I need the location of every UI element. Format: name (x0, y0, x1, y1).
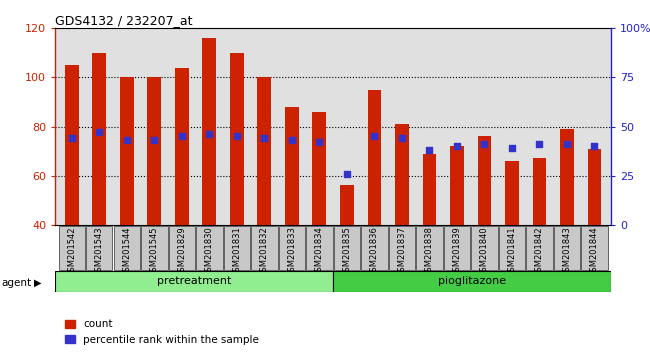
FancyBboxPatch shape (389, 226, 415, 270)
Bar (148, 78, 161, 225)
FancyBboxPatch shape (141, 226, 168, 270)
Text: GSM201830: GSM201830 (205, 226, 214, 277)
Text: GSM201838: GSM201838 (425, 226, 434, 277)
FancyBboxPatch shape (196, 226, 222, 270)
Point (149, 137, 159, 143)
Bar (257, 78, 271, 225)
Text: GSM201835: GSM201835 (343, 226, 352, 277)
FancyBboxPatch shape (251, 226, 278, 270)
Text: agent: agent (1, 278, 31, 288)
Text: GSM201837: GSM201837 (397, 226, 406, 277)
Text: ▶: ▶ (34, 278, 42, 288)
Point (122, 137, 132, 143)
Bar (202, 38, 216, 225)
Text: GSM201829: GSM201829 (177, 226, 187, 277)
Bar (422, 154, 436, 225)
Point (479, 141, 489, 147)
Bar (505, 161, 519, 225)
Point (424, 147, 435, 153)
Text: GSM201831: GSM201831 (232, 226, 241, 277)
Bar (92, 53, 106, 225)
Bar (230, 53, 244, 225)
Text: GSM201840: GSM201840 (480, 226, 489, 277)
Text: GSM201841: GSM201841 (508, 226, 517, 277)
FancyBboxPatch shape (114, 226, 140, 270)
Legend: count, percentile rank within the sample: count, percentile rank within the sample (60, 315, 263, 349)
Text: GSM201843: GSM201843 (562, 226, 571, 277)
FancyBboxPatch shape (306, 226, 333, 270)
Text: pretreatment: pretreatment (157, 276, 231, 286)
FancyBboxPatch shape (224, 226, 250, 270)
Bar (588, 149, 601, 225)
Bar (285, 107, 299, 225)
Point (231, 133, 242, 139)
Point (287, 137, 297, 143)
Bar (450, 146, 464, 225)
FancyBboxPatch shape (361, 226, 387, 270)
Text: GSM201839: GSM201839 (452, 226, 462, 277)
FancyBboxPatch shape (279, 226, 305, 270)
Text: GSM201544: GSM201544 (122, 226, 131, 277)
FancyBboxPatch shape (168, 226, 195, 270)
Point (94, 130, 105, 135)
Bar (367, 90, 382, 225)
FancyBboxPatch shape (86, 226, 112, 270)
Point (452, 143, 462, 149)
Point (369, 133, 380, 139)
Bar (478, 136, 491, 225)
Text: GSM201545: GSM201545 (150, 226, 159, 277)
Point (177, 133, 187, 139)
Text: GDS4132 / 232207_at: GDS4132 / 232207_at (55, 14, 193, 27)
Point (396, 136, 407, 141)
FancyBboxPatch shape (333, 226, 360, 270)
Text: GSM201836: GSM201836 (370, 226, 379, 277)
Text: GSM201833: GSM201833 (287, 226, 296, 277)
Bar (532, 159, 547, 225)
Bar (313, 112, 326, 225)
FancyBboxPatch shape (416, 226, 443, 270)
Text: GSM201844: GSM201844 (590, 226, 599, 277)
FancyBboxPatch shape (526, 226, 552, 270)
Point (314, 139, 324, 145)
Bar (120, 78, 134, 225)
FancyBboxPatch shape (55, 271, 333, 292)
Point (534, 141, 545, 147)
FancyBboxPatch shape (58, 226, 85, 270)
Point (66, 136, 77, 141)
Text: GSM201832: GSM201832 (260, 226, 269, 277)
Text: GSM201542: GSM201542 (67, 226, 76, 277)
Point (259, 136, 270, 141)
Text: GSM201842: GSM201842 (535, 226, 544, 277)
FancyBboxPatch shape (554, 226, 580, 270)
Bar (560, 129, 574, 225)
Point (204, 132, 214, 137)
FancyBboxPatch shape (499, 226, 525, 270)
Point (590, 143, 600, 149)
Bar (175, 68, 188, 225)
Bar (65, 65, 79, 225)
Point (342, 171, 352, 177)
Bar (395, 124, 409, 225)
Text: pioglitazone: pioglitazone (438, 276, 506, 286)
Point (507, 145, 517, 151)
FancyBboxPatch shape (581, 226, 608, 270)
Point (562, 141, 572, 147)
Text: GSM201543: GSM201543 (95, 226, 104, 277)
FancyBboxPatch shape (333, 271, 611, 292)
Text: GSM201834: GSM201834 (315, 226, 324, 277)
Bar (340, 185, 354, 225)
FancyBboxPatch shape (444, 226, 470, 270)
FancyBboxPatch shape (471, 226, 498, 270)
